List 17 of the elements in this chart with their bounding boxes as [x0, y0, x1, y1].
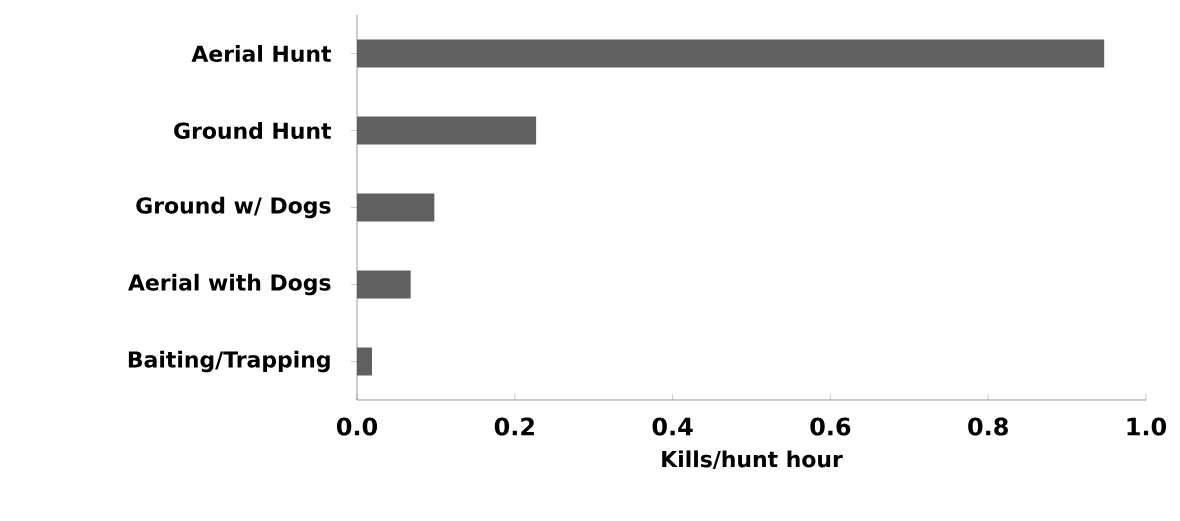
bar [357, 116, 537, 145]
x-tick-label: 0.0 [336, 417, 378, 436]
y-tick-label: Aerial Hunt [191, 45, 331, 62]
bar [357, 347, 372, 376]
bar [357, 39, 1105, 68]
x-tick-label: 1.0 [1127, 417, 1167, 436]
x-tick-label: 0.6 [810, 417, 851, 436]
x-axis-title: Kills/hunt hour [662, 450, 843, 470]
y-tick-label: Aerial with Dogs [128, 273, 331, 296]
x-tick-label: 0.8 [968, 417, 1008, 436]
y-tick-label: Ground Hunt [174, 122, 331, 139]
y-tick-label: Baiting/Trapping [128, 350, 330, 373]
x-tick-label: 0.4 [652, 417, 693, 436]
bar [357, 193, 435, 222]
y-tick-label: Ground w/ Dogs [136, 196, 331, 219]
bar [357, 270, 411, 299]
x-tick-label: 0.2 [494, 417, 534, 436]
